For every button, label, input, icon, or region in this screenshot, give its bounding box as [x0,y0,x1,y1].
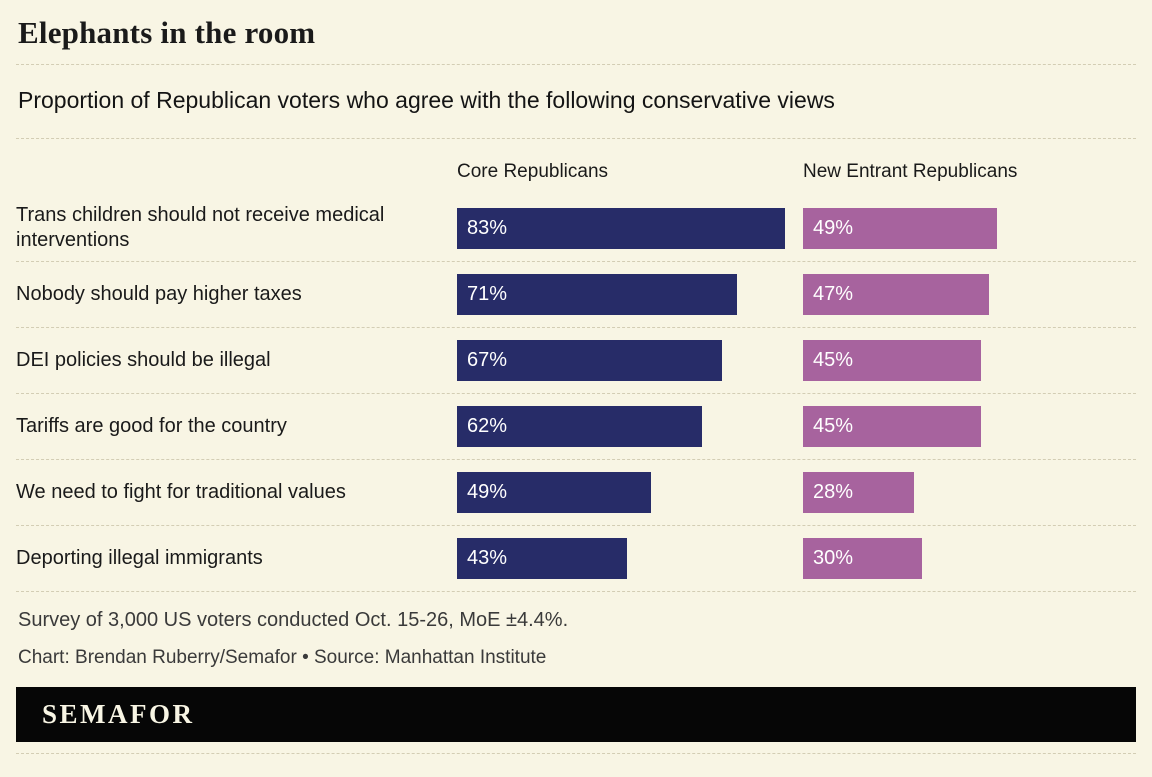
chart-row: DEI policies should be illegal 67% 45% [16,327,1136,393]
bar-cell-entrant: 28% [803,472,1136,513]
category-label: Tariffs are good for the country [16,415,287,437]
divider-subtitle [16,138,1136,139]
bar-value-label: 67% [467,349,508,371]
bar-value-label: 45% [813,415,854,437]
bar-entrant: 45% [803,406,981,447]
bar-entrant: 49% [803,207,997,249]
series-header-entrant: New Entrant Republicans [803,161,1018,182]
bar-cell-core: 67% [457,340,803,381]
bar-value-label: 28% [813,481,854,503]
chart-row: Tariffs are good for the country 62% 45% [16,393,1136,459]
bar-value-label: 49% [813,216,854,239]
chart-subtitle: Proportion of Republican voters who agre… [18,87,835,113]
bar-cell-entrant: 45% [803,340,1136,381]
bar-entrant: 45% [803,340,981,381]
series-header-core: Core Republicans [457,161,609,182]
bar-cell-core: 49% [457,472,803,513]
bar-value-label: 43% [467,547,508,569]
divider-top [16,64,1136,65]
chart-title: Elephants in the room [18,15,316,50]
semafor-logo: SEMAFOR [42,699,195,729]
category-label: Trans children should not receive medica… [16,204,385,251]
bar-cell-core: 43% [457,538,803,579]
chart-row: Trans children should not receive medica… [16,195,1136,261]
bar-cell-core: 62% [457,406,803,447]
bar-cell-core: 83% [457,207,803,249]
bar-cell-core: 71% [457,274,803,315]
semafor-banner: SEMAFOR [16,687,1136,742]
bar-cell-entrant: 45% [803,406,1136,447]
bar-value-label: 30% [813,547,854,569]
bar-entrant: 47% [803,274,989,315]
chart-row: Deporting illegal immigrants 43% 30% [16,525,1136,591]
chart-rows: Trans children should not receive medica… [16,195,1136,592]
category-label: We need to fight for traditional values [16,481,346,503]
bar-value-label: 62% [467,415,508,437]
bar-core: 83% [457,207,785,249]
divider-bottom [16,753,1136,754]
bar-core: 62% [457,406,702,447]
series-headers: Core Republicans New Entrant Republicans [16,161,1136,183]
bar-entrant: 28% [803,472,914,513]
category-label: Nobody should pay higher taxes [16,283,302,305]
bar-core: 67% [457,340,722,381]
survey-note: Survey of 3,000 US voters conducted Oct.… [18,609,569,631]
bar-value-label: 45% [813,349,854,371]
category-label: DEI policies should be illegal [16,349,271,371]
bar-core: 49% [457,472,651,513]
bar-value-label: 49% [467,481,508,503]
credit-line: Chart: Brendan Ruberry/Semafor • Source:… [18,647,547,668]
bar-core: 71% [457,274,738,315]
bar-value-label: 83% [467,216,508,239]
bar-entrant: 30% [803,538,922,579]
bar-value-label: 47% [813,283,854,305]
category-label: Deporting illegal immigrants [16,547,263,569]
bar-cell-entrant: 30% [803,538,1136,579]
chart-row: Nobody should pay higher taxes 71% 47% [16,261,1136,327]
bar-cell-entrant: 49% [803,207,1136,249]
bar-core: 43% [457,538,627,579]
chart-row: We need to fight for traditional values 4… [16,459,1136,525]
bar-value-label: 71% [467,283,508,305]
bar-cell-entrant: 47% [803,274,1136,315]
